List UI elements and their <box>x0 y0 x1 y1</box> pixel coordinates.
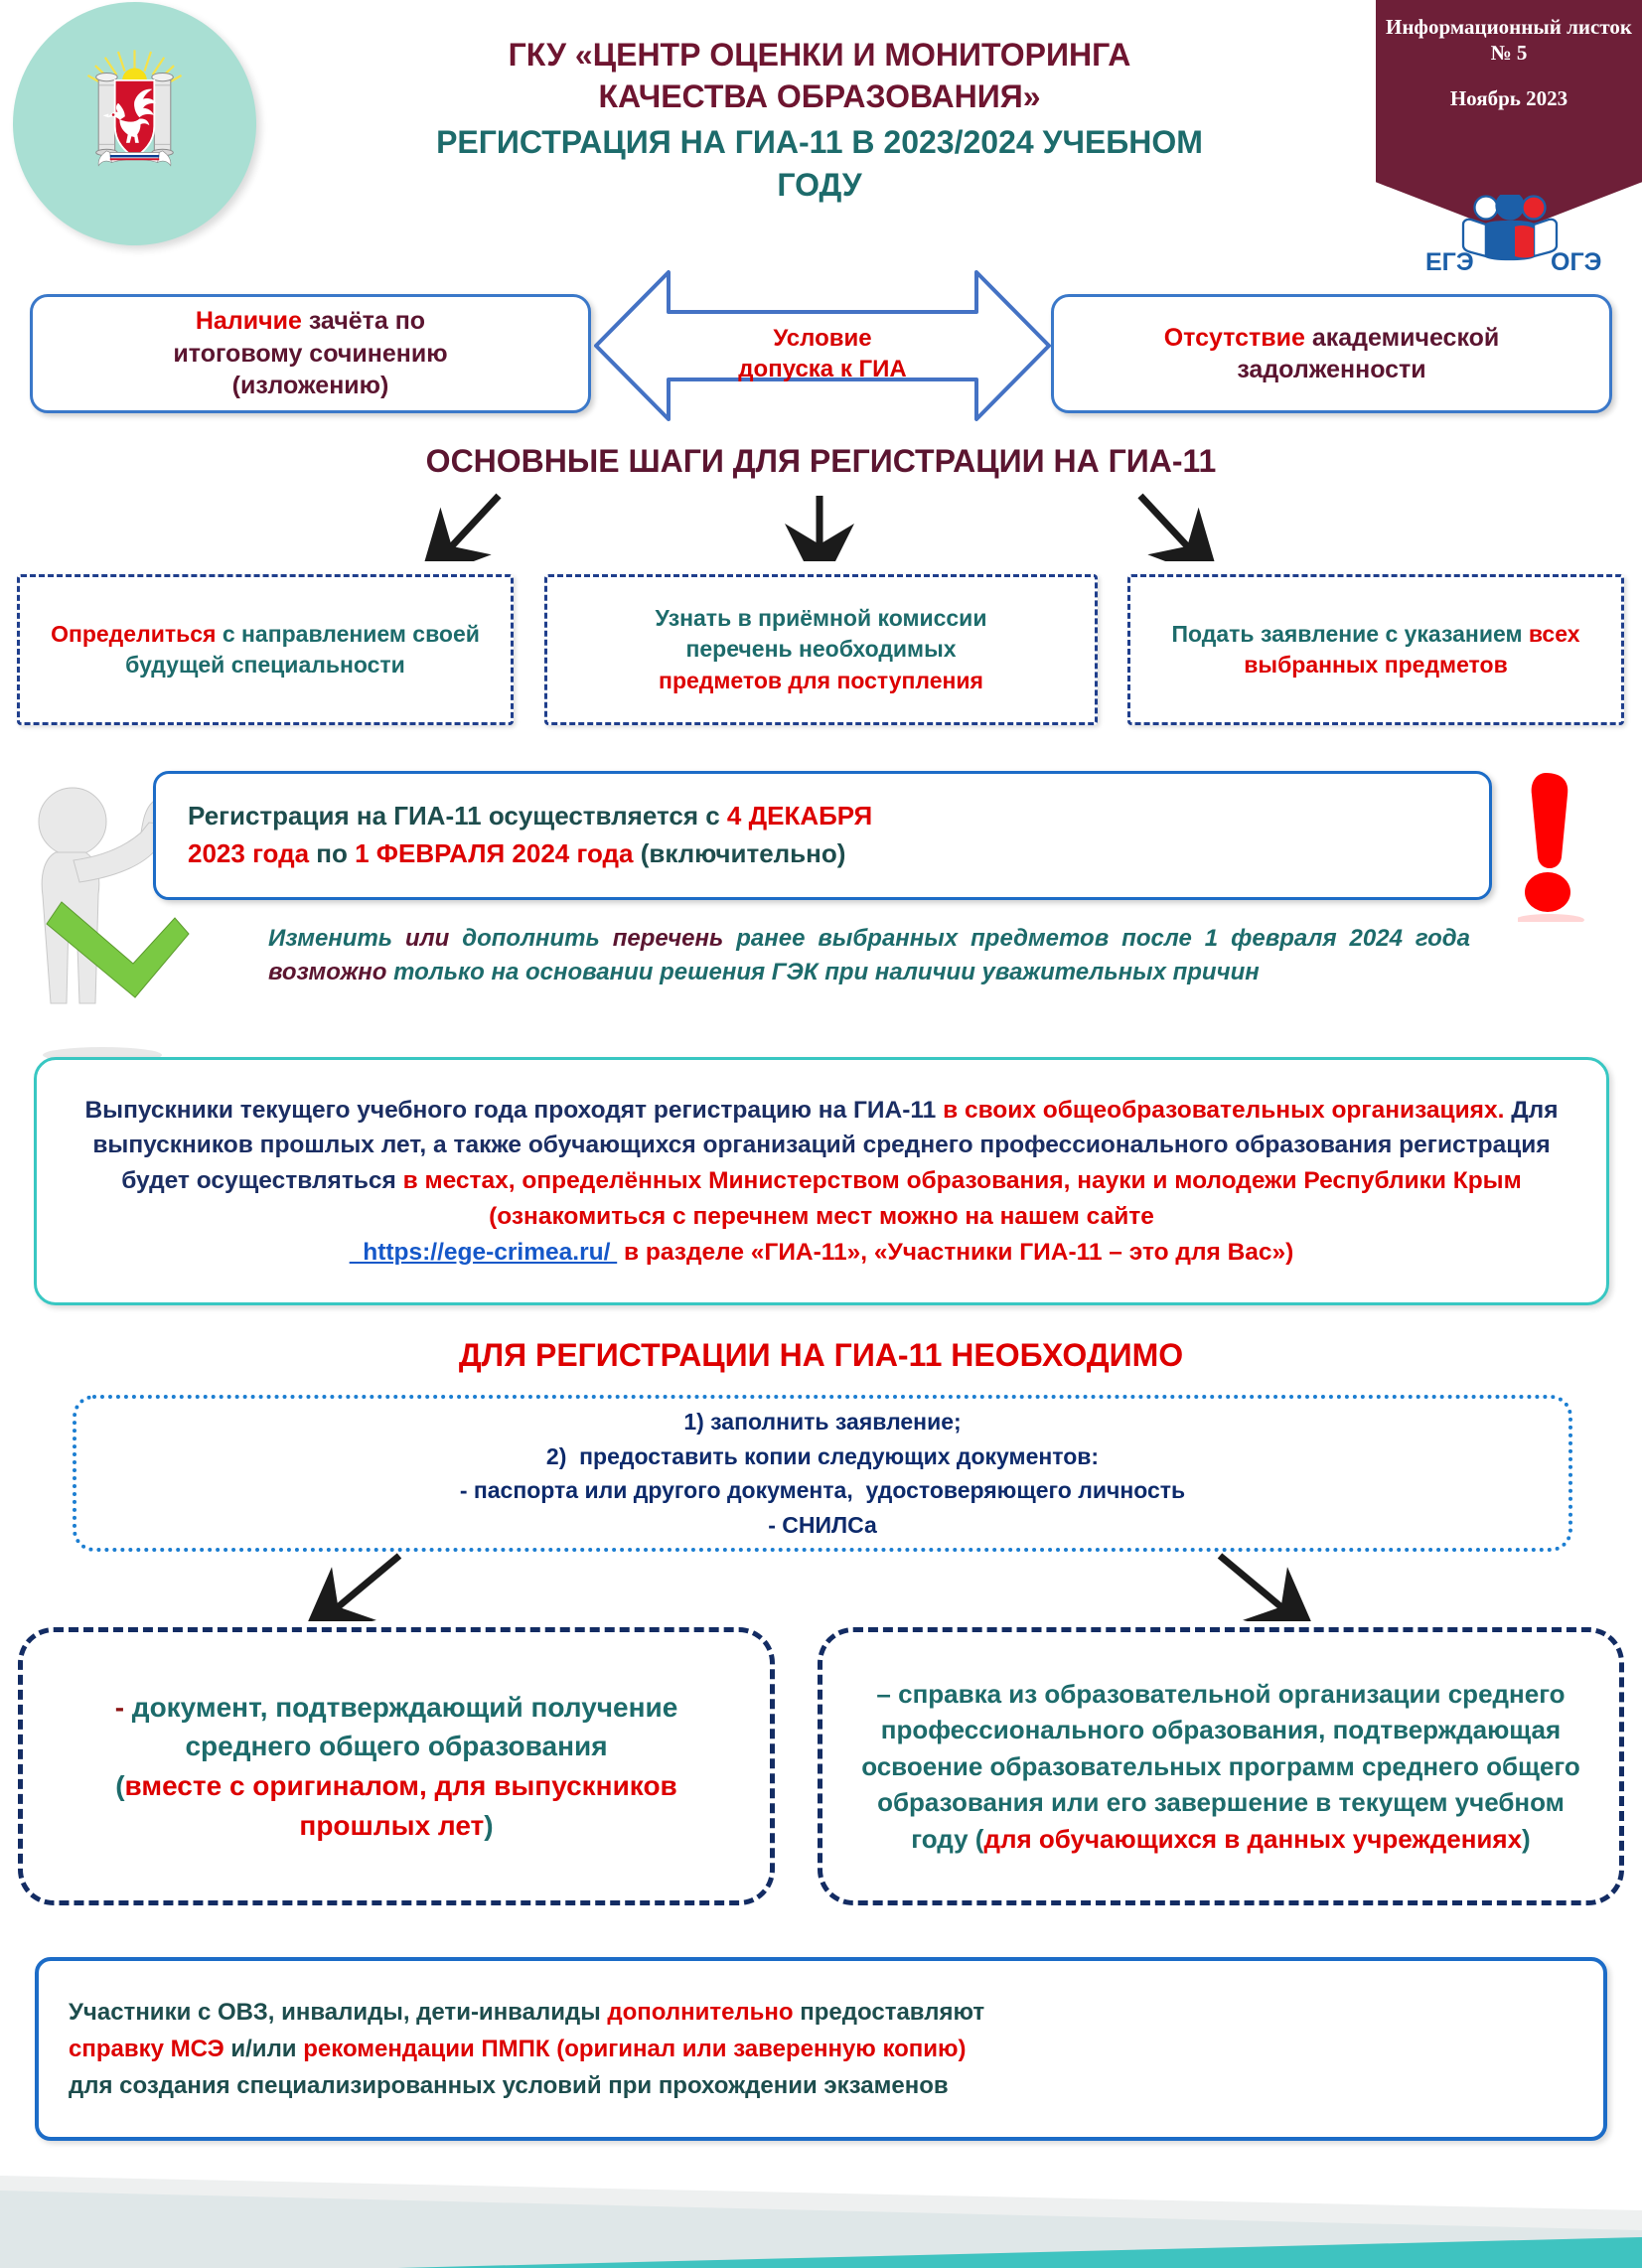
svg-text:ЕГЭ: ЕГЭ <box>1425 248 1474 276</box>
svg-text:ОГЭ: ОГЭ <box>1551 248 1601 276</box>
